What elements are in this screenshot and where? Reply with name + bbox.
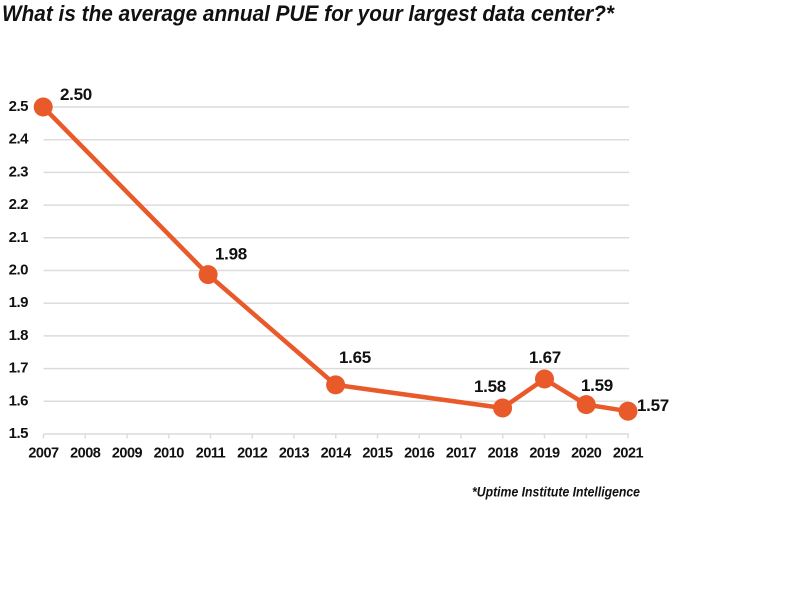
svg-text:2.5: 2.5: [9, 98, 29, 115]
svg-text:2016: 2016: [404, 446, 435, 462]
svg-text:1.5: 1.5: [9, 425, 29, 442]
svg-text:1.9: 1.9: [9, 294, 29, 311]
svg-text:2018: 2018: [488, 446, 519, 462]
svg-text:1.67: 1.67: [529, 348, 561, 367]
svg-text:2009: 2009: [112, 446, 143, 462]
svg-text:1.98: 1.98: [215, 245, 247, 264]
svg-text:2021: 2021: [613, 446, 644, 462]
svg-text:1.65: 1.65: [339, 348, 371, 367]
svg-text:1.57: 1.57: [637, 396, 669, 415]
svg-text:2013: 2013: [279, 446, 310, 462]
svg-text:2.50: 2.50: [60, 85, 92, 104]
svg-text:2014: 2014: [321, 446, 352, 462]
svg-text:2019: 2019: [529, 446, 560, 462]
svg-text:2017: 2017: [446, 446, 477, 462]
svg-text:2.3: 2.3: [9, 163, 29, 180]
svg-text:2.4: 2.4: [9, 131, 30, 148]
svg-text:2011: 2011: [196, 446, 226, 462]
svg-text:2020: 2020: [571, 446, 602, 462]
svg-text:2015: 2015: [362, 446, 393, 462]
svg-text:*Uptime Institute Intelligence: *Uptime Institute Intelligence: [472, 485, 640, 500]
svg-text:2010: 2010: [154, 446, 185, 462]
svg-text:1.6: 1.6: [9, 392, 29, 409]
svg-text:2.1: 2.1: [9, 229, 29, 246]
svg-text:1.8: 1.8: [9, 327, 29, 344]
svg-text:1.58: 1.58: [474, 377, 506, 396]
svg-text:2012: 2012: [237, 446, 268, 462]
svg-text:2.2: 2.2: [9, 196, 29, 213]
svg-text:2007: 2007: [28, 446, 59, 462]
svg-text:2008: 2008: [70, 446, 101, 462]
svg-text:2.0: 2.0: [9, 262, 29, 279]
svg-text:1.7: 1.7: [9, 360, 29, 377]
svg-text:What is the average annual PUE: What is the average annual PUE for your …: [2, 1, 615, 26]
svg-text:1.59: 1.59: [581, 376, 613, 395]
